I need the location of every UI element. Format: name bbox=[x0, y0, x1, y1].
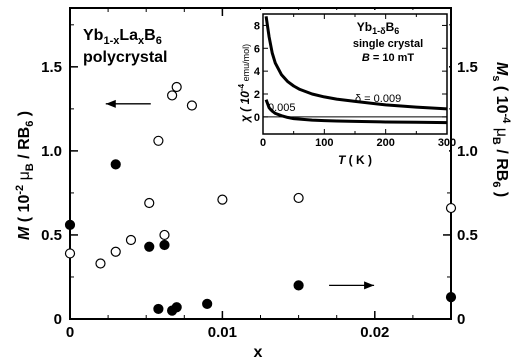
data-point-open bbox=[293, 192, 304, 204]
x-tick-label: 0.01 bbox=[208, 324, 237, 341]
data-point-filled bbox=[144, 241, 155, 252]
inset-x-axis-label: T ( K ) bbox=[338, 153, 372, 167]
inset-series-label-1: 0.005 bbox=[268, 102, 296, 114]
main-plot-marks bbox=[64, 81, 457, 316]
inset-y-axis-label: χ ( 10-4 emu/mol) bbox=[237, 44, 252, 124]
inset-x-tick-label: 300 bbox=[438, 137, 456, 149]
inset-y-tick-label: 0 bbox=[254, 112, 260, 124]
arrow-right-head bbox=[364, 281, 375, 290]
x-tick-label: 0 bbox=[66, 324, 74, 341]
inset-x-tick-label: 0 bbox=[260, 137, 266, 149]
inset-y-tick-label: 4 bbox=[254, 66, 261, 78]
data-point-filled bbox=[64, 219, 76, 230]
y-left-tick-label: 0 bbox=[54, 311, 62, 328]
data-point-open bbox=[217, 194, 228, 205]
inset-series-line-1 bbox=[264, 99, 448, 125]
y-axis-label-right: Ms ( 10-4 μB / RB6 ) bbox=[490, 62, 512, 197]
inset-background bbox=[238, 10, 449, 156]
inset-series-label-0: δ = 0.009 bbox=[355, 93, 401, 105]
data-point-open bbox=[171, 81, 182, 93]
inset-subtitle-field: B = 10 mT bbox=[362, 52, 415, 64]
data-point-filled bbox=[171, 302, 182, 313]
sample-label: Yb1-xLaxB6 bbox=[83, 27, 162, 47]
inset-series-line-0 bbox=[264, 16, 448, 111]
data-point-open bbox=[167, 90, 178, 101]
arrow-left-head bbox=[105, 99, 116, 108]
y-right-tick-label: 0 bbox=[457, 311, 465, 328]
inset-x-tick-label: 200 bbox=[376, 137, 394, 149]
data-point-filled bbox=[445, 292, 457, 303]
y-right-tick-label: 0.5 bbox=[457, 227, 478, 244]
data-point-open bbox=[153, 135, 164, 146]
data-point-filled bbox=[110, 159, 121, 170]
y-right-tick-label: 1.0 bbox=[457, 143, 478, 160]
inset-y-tick-label: 2 bbox=[254, 89, 260, 101]
data-point-open bbox=[186, 100, 198, 111]
y-left-tick-label: 1.0 bbox=[41, 143, 62, 160]
data-point-filled bbox=[202, 298, 213, 309]
data-point-filled bbox=[153, 303, 164, 315]
y-right-tick-label: 1.5 bbox=[457, 59, 478, 76]
data-point-open bbox=[110, 246, 121, 257]
main-axis-ticks: 0 0.01 0.02 0 0.5 1.0 1.5 0 0.5 1.0 1.5 bbox=[41, 8, 478, 341]
data-point-open bbox=[125, 234, 137, 246]
data-point-open bbox=[445, 202, 457, 214]
inset-plot-marks bbox=[263, 16, 448, 125]
inset-title: Yb1-δB6 bbox=[357, 20, 400, 36]
y-left-tick-label: 1.5 bbox=[41, 59, 62, 76]
data-point-filled bbox=[293, 280, 304, 291]
y-axis-label-left: M ( 10-2 μB / RB6 ) bbox=[14, 111, 36, 240]
data-point-open bbox=[159, 229, 170, 241]
y-left-tick-label: 0.5 bbox=[41, 227, 62, 244]
inset-y-tick-label: 6 bbox=[254, 43, 260, 55]
inset-axis-ticks: 0 100 200 300 0 2 4 6 8 bbox=[254, 14, 456, 149]
inset-y-tick-label: 8 bbox=[254, 20, 260, 32]
inset-x-tick-label: 100 bbox=[315, 137, 333, 149]
x-tick-label: 0.02 bbox=[360, 324, 389, 341]
data-point-open bbox=[64, 248, 76, 259]
inset-subtitle-sample: single crystal bbox=[353, 38, 423, 50]
data-point-filled bbox=[159, 239, 170, 251]
data-point-open bbox=[95, 258, 106, 269]
sample-type-label: polycrystal bbox=[83, 49, 167, 66]
x-axis-label: x bbox=[254, 344, 263, 361]
data-point-open bbox=[144, 197, 155, 209]
